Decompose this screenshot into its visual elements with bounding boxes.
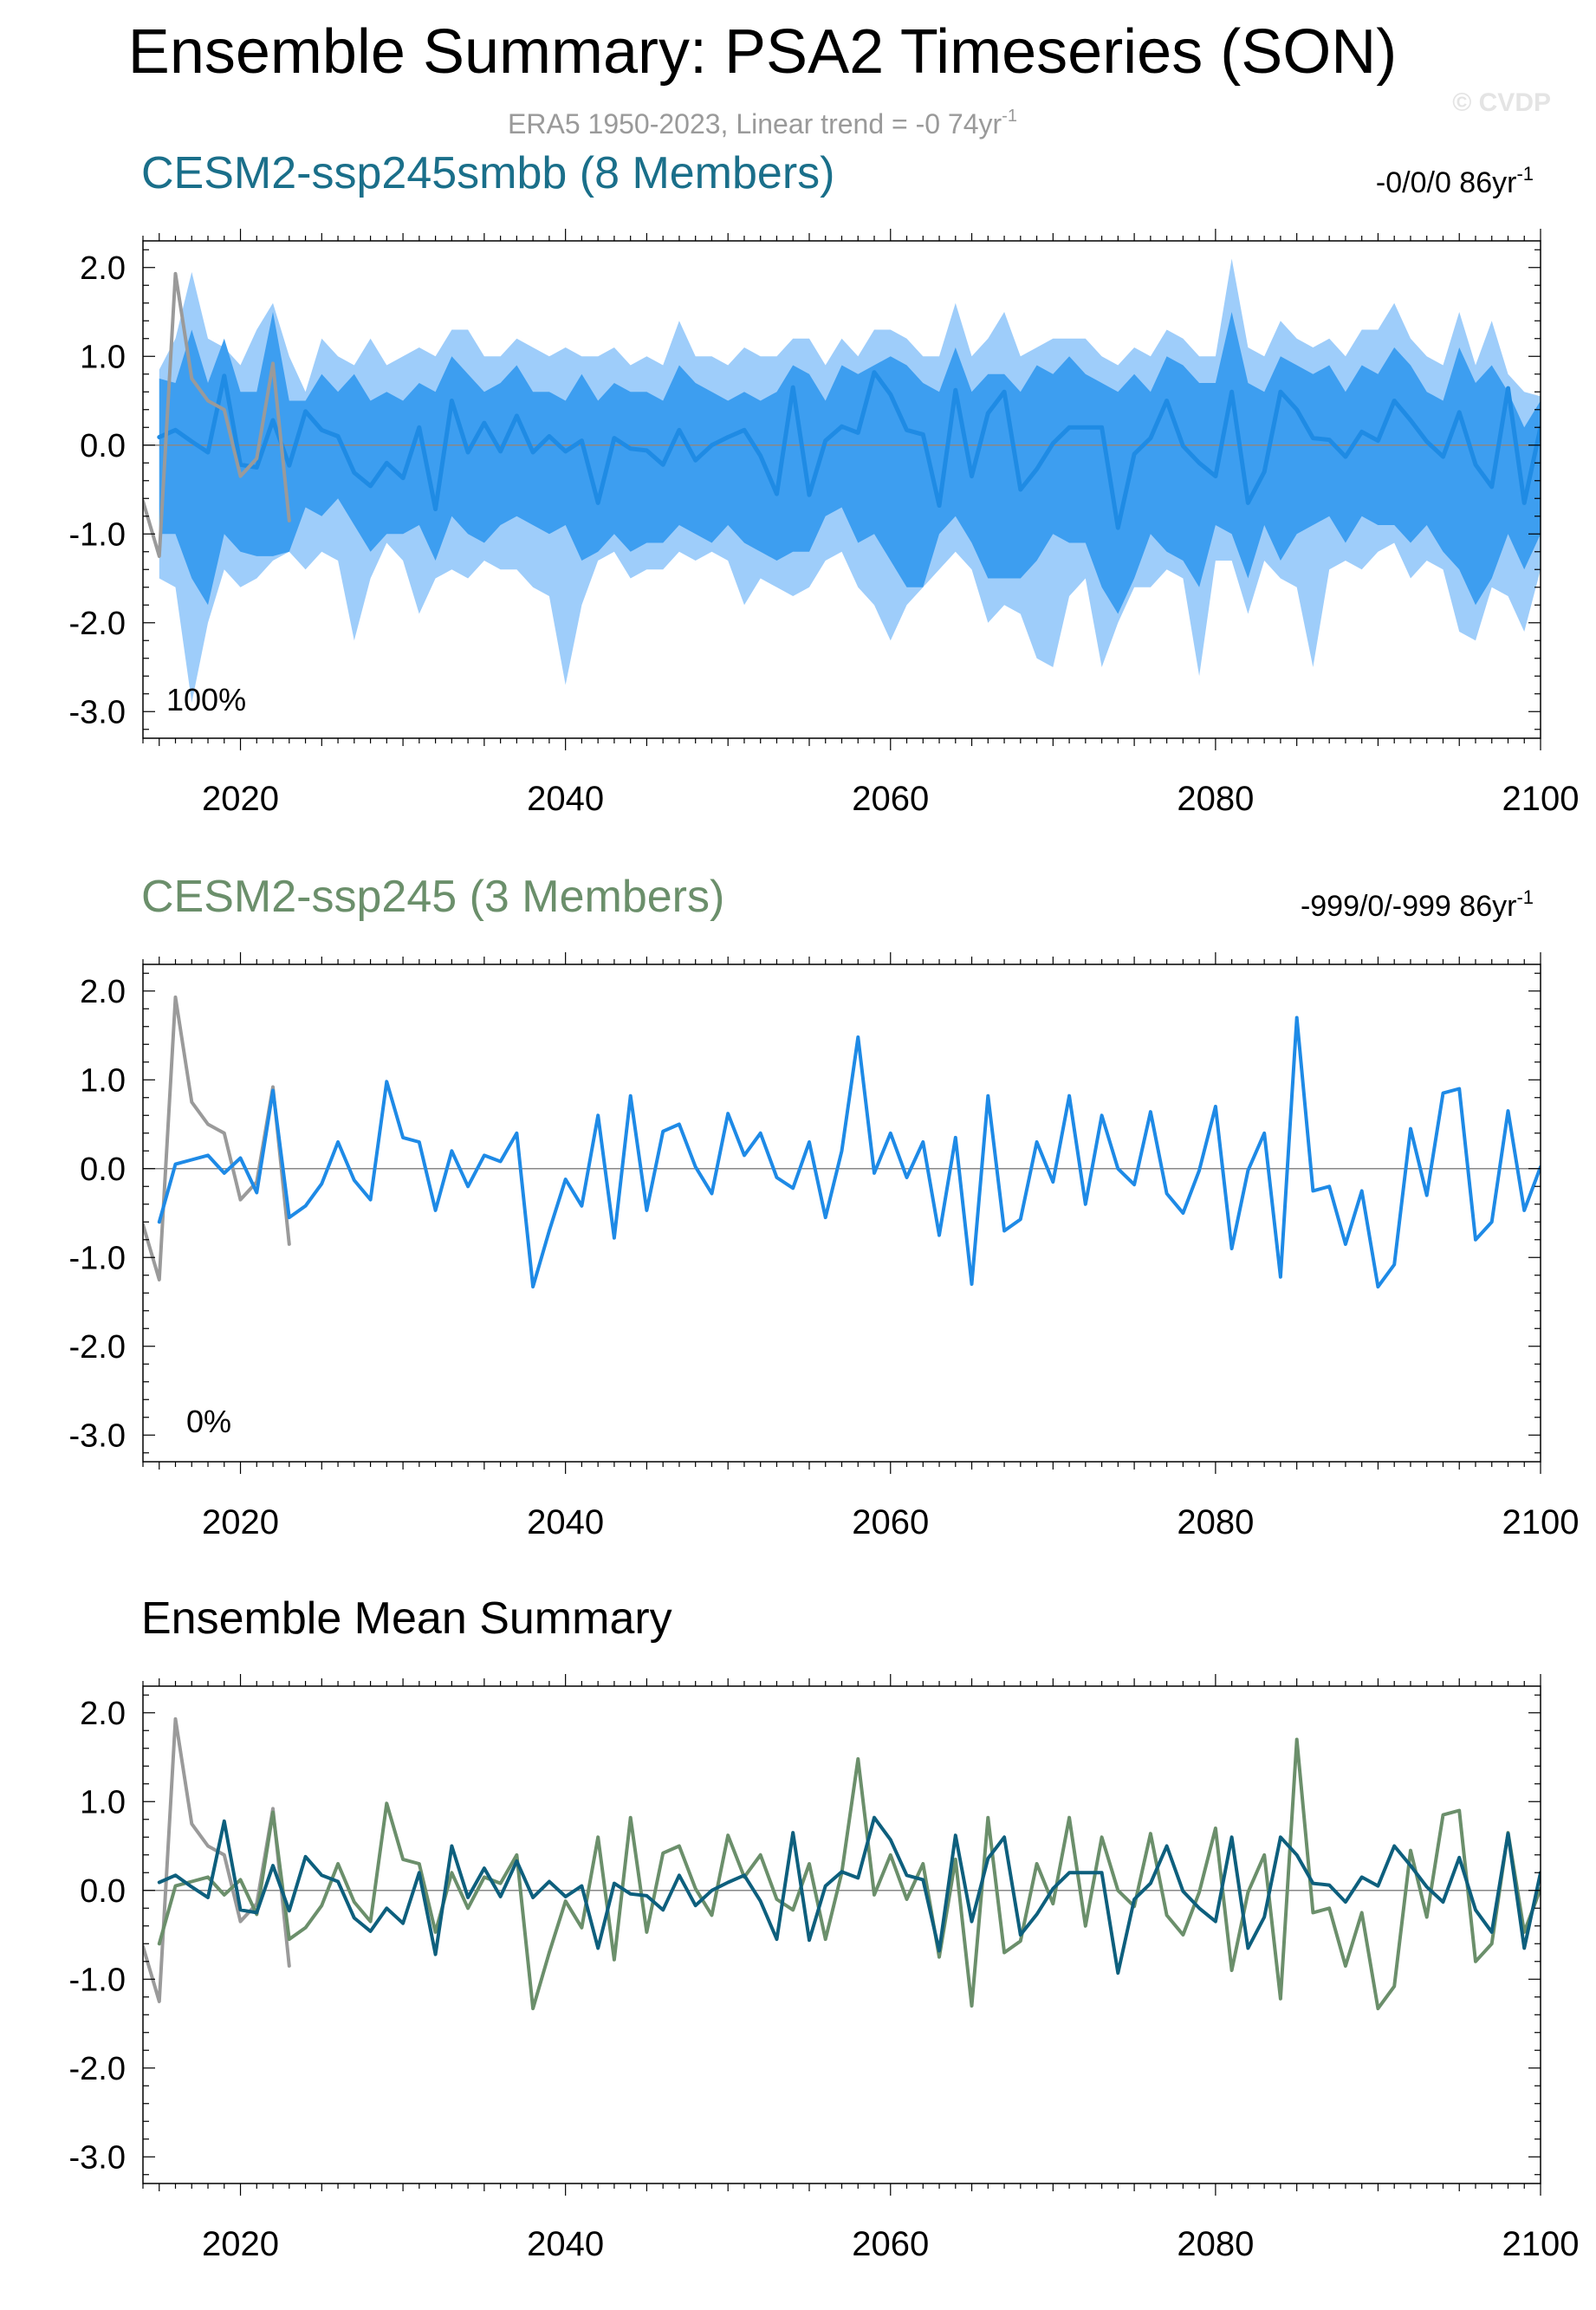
panel-summary: Ensemble Mean Summary 2.0 1.0 0.0 -1.0 -2.0 -… — [69, 1593, 1580, 2263]
panel-ens1-trend: -0/0/0 86yr-1 — [1376, 163, 1534, 199]
ens2-plot-area — [143, 995, 1541, 1289]
summary-ytick-label: 2.0 — [80, 1696, 126, 1732]
ens1-xtick-label: 2100 — [1502, 780, 1580, 818]
ens1-obs-line — [143, 271, 291, 558]
ens1-xtick-label: 2060 — [852, 780, 929, 818]
ens2-ytick-label: -2.0 — [69, 1329, 126, 1366]
ens1-ytick-label: -2.0 — [69, 606, 126, 642]
panel-ens1-percent: 100% — [166, 682, 246, 717]
summary-xtick-label: 2080 — [1177, 2225, 1254, 2263]
ens2-xtick-label: 2080 — [1177, 1503, 1254, 1541]
figure-subtitle-main: ERA5 1950-2023, Linear trend = -0 74yr — [508, 108, 1002, 140]
ens2-ytick-label: 2.0 — [80, 974, 126, 1010]
ens1-ytick-label: -1.0 — [69, 516, 126, 553]
summary-xtick-label: 2040 — [527, 2225, 604, 2263]
watermark: © CVDP — [1452, 88, 1551, 117]
ens2-ytick-label: -1.0 — [69, 1240, 126, 1276]
ens2-xtick-label: 2040 — [527, 1503, 604, 1541]
panel-ens2-trend-main: -999/0/-999 86yr — [1301, 890, 1517, 923]
ens2-xtick-label: 2100 — [1502, 1503, 1580, 1541]
summary-ytick-label: 0.0 — [80, 1873, 126, 1910]
summary-ytick-label: -2.0 — [69, 2051, 126, 2087]
panel-ens2-trend: -999/0/-999 86yr-1 — [1301, 886, 1534, 923]
summary-xtick-label: 2060 — [852, 2225, 929, 2263]
summary-ytick-label: -1.0 — [69, 1962, 126, 1998]
ens2-xtick-label: 2020 — [202, 1503, 279, 1541]
ens1-xtick-label: 2040 — [527, 780, 604, 818]
ens1-ytick-label: 1.0 — [80, 339, 126, 375]
panel-ens1-trend-main: -0/0/0 86yr — [1376, 166, 1517, 199]
panel-ens2-trend-sup: -1 — [1516, 886, 1534, 908]
summary-series-ssp245 — [157, 1737, 1541, 2011]
ens1-inner-band — [159, 312, 1541, 614]
panel-ens2: CESM2-ssp245 (3 Members) -999/0/-999 86y… — [69, 872, 1580, 1541]
ens2-ytick-label: 0.0 — [80, 1152, 126, 1188]
summary-ytick-label: -3.0 — [69, 2139, 126, 2176]
summary-xtick-label: 2020 — [202, 2225, 279, 2263]
ens1-xtick-label: 2020 — [202, 780, 279, 818]
ens1-ytick-label: 2.0 — [80, 250, 126, 287]
ens1-plot-area — [143, 258, 1541, 703]
panel-ens2-title: CESM2-ssp245 (3 Members) — [141, 872, 724, 922]
ens1-ytick-label: 0.0 — [80, 428, 126, 464]
ens1-ytick-label: -3.0 — [69, 694, 126, 730]
ens1-ensemble-mean-line — [157, 370, 1541, 530]
ens2-xtick-label: 2060 — [852, 1503, 929, 1541]
summary-plot-area — [143, 1716, 1541, 2011]
panel-summary-title: Ensemble Mean Summary — [141, 1593, 672, 1644]
ens2-ensemble-mean-line — [157, 1015, 1541, 1289]
ens2-obs-line — [143, 995, 291, 1282]
ens2-plot-frame — [142, 964, 1541, 1463]
summary-ytick-label: 1.0 — [80, 1784, 126, 1820]
ens1-xtick-label: 2080 — [1177, 780, 1254, 818]
summary-plot-frame — [142, 1685, 1541, 2184]
ens2-ytick-label: 1.0 — [80, 1062, 126, 1099]
figure-subtitle: ERA5 1950-2023, Linear trend = -0 74yr-1 — [508, 107, 1017, 140]
figure-subtitle-sup: -1 — [1002, 107, 1017, 126]
summary-series-ssp245smbb — [157, 1815, 1541, 1976]
panel-ens1-title: CESM2-ssp245smbb (8 Members) — [141, 148, 834, 198]
summary-xtick-label: 2100 — [1502, 2225, 1580, 2263]
panel-ens2-percent: 0% — [186, 1404, 231, 1439]
panel-ens1-trend-sup: -1 — [1516, 163, 1534, 185]
panel-ens1: CESM2-ssp245smbb (8 Members) -0/0/0 86yr… — [69, 148, 1580, 818]
figure-title: Ensemble Summary: PSA2 Timeseries (SON) — [128, 17, 1397, 87]
ens2-ytick-label: -3.0 — [69, 1418, 126, 1454]
